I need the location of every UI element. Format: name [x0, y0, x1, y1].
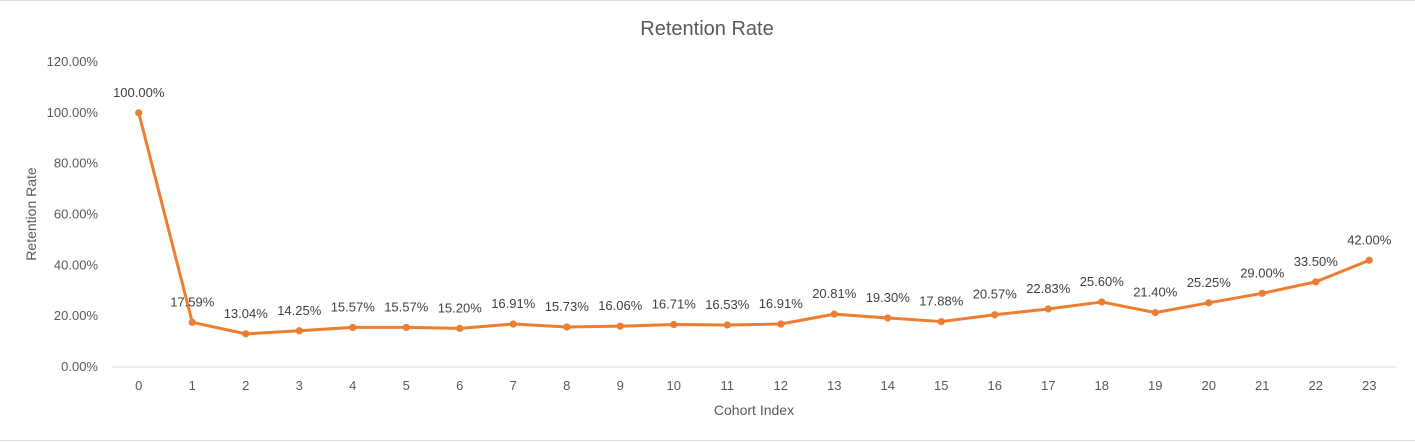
y-tick-label: 20.00%: [54, 308, 99, 323]
data-label: 29.00%: [1240, 265, 1285, 280]
data-label: 17.88%: [919, 294, 964, 309]
data-label: 20.81%: [812, 286, 857, 301]
x-tick-label: 0: [135, 378, 142, 393]
x-tick-label: 9: [617, 378, 624, 393]
y-tick-label: 40.00%: [54, 257, 99, 272]
x-axis-title: Cohort Index: [714, 402, 794, 418]
data-point: [884, 314, 892, 322]
x-tick-label: 23: [1362, 378, 1376, 393]
data-point: [1151, 309, 1159, 317]
data-label: 21.40%: [1133, 285, 1178, 300]
data-label: 15.73%: [545, 299, 590, 314]
data-label: 15.20%: [438, 300, 483, 315]
data-point: [1098, 298, 1106, 306]
x-tick-label: 15: [934, 378, 948, 393]
data-point: [777, 320, 785, 328]
x-tick-label: 16: [988, 378, 1002, 393]
x-tick-label: 11: [721, 378, 735, 393]
x-tick-label: 1: [189, 378, 196, 393]
x-tick-label: 3: [296, 378, 303, 393]
data-point: [242, 330, 250, 338]
data-point: [1258, 289, 1266, 297]
data-label: 15.57%: [384, 299, 429, 314]
data-point: [1365, 256, 1373, 264]
x-tick-label: 18: [1095, 378, 1109, 393]
data-point: [135, 109, 143, 117]
data-label: 16.91%: [759, 296, 804, 311]
y-tick-label: 0.00%: [61, 359, 98, 374]
x-tick-label: 2: [242, 378, 249, 393]
x-tick-label: 14: [881, 378, 895, 393]
x-tick-label: 5: [403, 378, 410, 393]
data-label: 17.59%: [170, 294, 215, 309]
x-tick-label: 12: [774, 378, 788, 393]
x-tick-label: 10: [667, 378, 681, 393]
data-point: [1312, 278, 1320, 286]
y-axis-ticks: 0.00% 20.00% 40.00% 60.00% 80.00% 100.00% 120.…: [47, 54, 99, 374]
data-point: [830, 310, 838, 318]
data-label: 42.00%: [1347, 232, 1392, 247]
x-tick-label: 8: [563, 378, 570, 393]
data-label: 16.91%: [491, 296, 536, 311]
data-label: 22.83%: [1026, 281, 1071, 296]
data-label: 13.04%: [224, 306, 269, 321]
data-point: [937, 317, 945, 326]
data-label: 33.50%: [1294, 254, 1339, 269]
data-label: 25.60%: [1080, 274, 1125, 289]
x-tick-label: 4: [349, 378, 356, 393]
data-label: 25.25%: [1187, 275, 1232, 290]
data-point: [295, 327, 303, 335]
data-point: [188, 318, 196, 326]
data-point: [509, 320, 517, 328]
data-label: 20.57%: [973, 287, 1018, 302]
data-label: 100.00%: [113, 85, 165, 100]
y-tick-label: 120.00%: [47, 54, 99, 69]
y-tick-label: 80.00%: [54, 156, 99, 171]
data-labels: 100.00% 17.59% 13.04% 14.25% 15.57% 15.57% 15.…: [113, 85, 1392, 321]
x-tick-label: 22: [1309, 378, 1323, 393]
data-point: [563, 323, 571, 331]
x-tick-label: 21: [1255, 378, 1269, 393]
x-tick-label: 13: [827, 378, 841, 393]
data-point: [402, 323, 410, 332]
data-point: [456, 324, 464, 332]
data-point: [670, 320, 678, 329]
y-axis-title: Retention Rate: [23, 167, 39, 261]
x-tick-label: 6: [456, 378, 463, 393]
data-point: [1205, 299, 1213, 307]
data-label: 16.53%: [705, 297, 750, 312]
data-point: [991, 311, 999, 319]
data-label: 15.57%: [331, 299, 376, 314]
data-point: [349, 323, 357, 332]
x-tick-label: 20: [1202, 378, 1216, 393]
data-label: 16.71%: [652, 297, 697, 312]
x-tick-label: 7: [510, 378, 517, 393]
data-label: 16.06%: [598, 298, 643, 313]
data-point: [723, 321, 731, 329]
data-point: [1044, 305, 1052, 313]
data-label: 14.25%: [277, 303, 322, 318]
y-tick-label: 60.00%: [54, 207, 99, 222]
series-retention-rate: [135, 109, 1373, 338]
data-point: [616, 322, 624, 330]
x-tick-label: 19: [1148, 378, 1162, 393]
data-label: 19.30%: [866, 290, 911, 305]
x-tick-label: 17: [1041, 378, 1055, 393]
series-line: [137, 111, 1371, 336]
y-tick-label: 100.00%: [47, 105, 99, 120]
x-axis-ticks: 0 1 2 3 4 5 6 7 8 9 10 11 12 13 14 15 16 17 18 19 20 21 22 23: [135, 378, 1376, 393]
chart-title: Retention Rate: [640, 18, 773, 40]
